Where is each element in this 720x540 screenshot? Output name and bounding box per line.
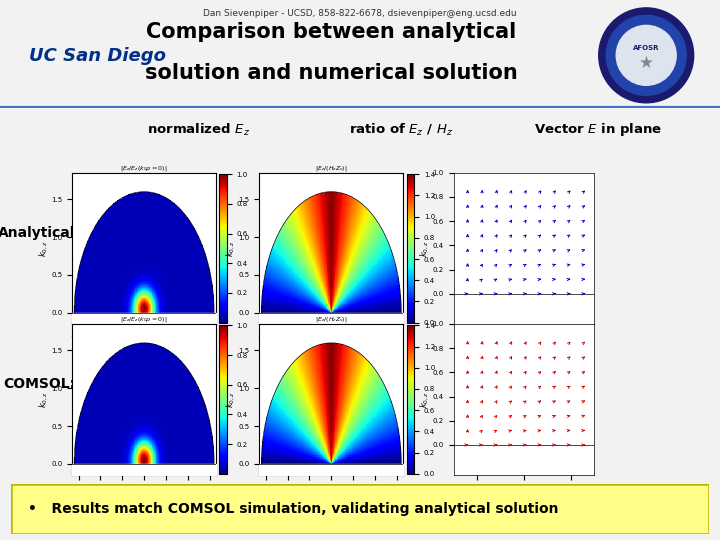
Y-axis label: $k_{0,z}$: $k_{0,z}$ — [225, 391, 237, 408]
X-axis label: $k_0\rho$: $k_0\rho$ — [323, 341, 339, 354]
Circle shape — [599, 8, 693, 103]
Title: $|E_z/E_z(k_0\rho=0)|$: $|E_z/E_z(k_0\rho=0)|$ — [120, 315, 168, 324]
Y-axis label: $k_{0,z}$: $k_{0,z}$ — [419, 240, 431, 257]
Text: Comparison between analytical: Comparison between analytical — [146, 22, 516, 43]
X-axis label: $k_0\rho$: $k_0\rho$ — [323, 492, 339, 505]
Y-axis label: $k_{0,z}$: $k_{0,z}$ — [37, 240, 50, 257]
X-axis label: $k_0\rho$: $k_0\rho$ — [136, 341, 152, 354]
Text: UC San Diego: UC San Diego — [29, 47, 166, 65]
X-axis label: $k_{0,x}$: $k_{0,x}$ — [516, 341, 532, 353]
Text: ratio of $\mathit{E}_z$ / $\mathit{H}_z$: ratio of $\mathit{E}_z$ / $\mathit{H}_z$ — [349, 122, 454, 138]
Y-axis label: $k_{0,z}$: $k_{0,z}$ — [419, 391, 431, 408]
X-axis label: $k_0\rho$: $k_0\rho$ — [136, 492, 152, 505]
X-axis label: $k_{0,x}$: $k_{0,x}$ — [516, 492, 532, 504]
Y-axis label: $k_{0,z}$: $k_{0,z}$ — [37, 391, 50, 408]
Text: •   Results match COMSOL simulation, validating analytical solution: • Results match COMSOL simulation, valid… — [28, 502, 559, 516]
Circle shape — [616, 25, 676, 85]
Text: normalized $\mathit{E}_z$: normalized $\mathit{E}_z$ — [147, 122, 251, 138]
Text: COMSOL:: COMSOL: — [4, 377, 76, 392]
Text: Analytical:: Analytical: — [0, 226, 81, 240]
Text: Dan Sievenpiper - UCSD, 858-822-6678, dsievenpiper@eng.ucsd.edu: Dan Sievenpiper - UCSD, 858-822-6678, ds… — [203, 9, 517, 18]
Title: $|E_z/E_z(k_0\rho=0)|$: $|E_z/E_z(k_0\rho=0)|$ — [120, 164, 168, 173]
FancyBboxPatch shape — [11, 484, 709, 534]
Title: $|E_z/(H_z Z_s)|$: $|E_z/(H_z Z_s)|$ — [315, 315, 348, 324]
Title: $|E_z/(H_z Z_s)|$: $|E_z/(H_z Z_s)|$ — [315, 164, 348, 173]
Y-axis label: $k_{0,z}$: $k_{0,z}$ — [225, 240, 237, 257]
Circle shape — [606, 15, 686, 95]
Text: Vector $\mathit{E}$ in plane: Vector $\mathit{E}$ in plane — [534, 121, 662, 138]
Text: ★: ★ — [639, 54, 654, 72]
Text: solution and numerical solution: solution and numerical solution — [145, 63, 518, 84]
Text: AFOSR: AFOSR — [633, 45, 660, 51]
